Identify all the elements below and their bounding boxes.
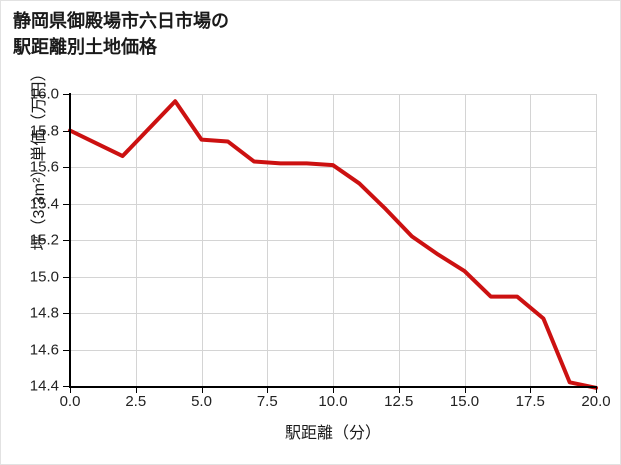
y-tick-mark (63, 203, 69, 205)
page-title: 静岡県御殿場市六日市場の 駅距離別土地価格 (13, 11, 229, 57)
gridline-vertical (464, 94, 466, 386)
line-series-svg (68, 99, 598, 390)
x-tick-label: 12.5 (384, 393, 414, 410)
gridline-vertical (267, 94, 269, 386)
y-tick-mark (63, 240, 69, 241)
x-tick-label: 20.0 (581, 393, 611, 410)
gridline-vertical (135, 94, 137, 386)
y-axis-label: 坪（3.3m²）単価（万円） (31, 65, 48, 251)
y-tick-label: 14.6 (29, 341, 59, 358)
y-tick-mark (63, 313, 69, 314)
gridline-vertical (596, 94, 597, 386)
x-tick-mark (464, 388, 466, 393)
x-tick-label: 17.5 (515, 393, 545, 410)
x-tick-mark (596, 388, 597, 393)
x-tick-mark (201, 388, 203, 393)
y-tick-label: 15.0 (29, 268, 59, 285)
x-tick-mark (135, 388, 137, 393)
x-tick-mark (530, 388, 532, 393)
x-axis-label: 駅距離（分） (284, 425, 381, 442)
y-tick-label: 14.4 (29, 377, 59, 395)
y-axis-spine (69, 93, 71, 387)
gridline-vertical (201, 94, 203, 386)
x-axis-spine (69, 386, 597, 388)
y-tick-mark (63, 167, 69, 168)
y-tick-mark (63, 94, 69, 95)
y-tick-label: 15.8 (29, 122, 59, 139)
y-tick-mark (63, 130, 69, 132)
price-line-series (68, 99, 598, 390)
x-tick-label: 5.0 (191, 393, 212, 410)
x-tick-label: 0.0 (59, 393, 81, 410)
x-tick-label: 7.5 (256, 393, 278, 410)
x-tick-mark (398, 388, 400, 393)
plot-area (68, 94, 598, 390)
x-tick-label: 15.0 (449, 393, 480, 410)
x-tick-mark (70, 388, 71, 393)
x-tick-label: 10.0 (318, 393, 348, 410)
x-tick-mark (267, 388, 269, 393)
y-axis-label-wrapper: 坪（3.3m²）単価（万円） (25, 12, 49, 304)
y-tick-label: 15.6 (29, 158, 59, 176)
gridline-vertical (333, 94, 334, 386)
y-tick-label: 16.0 (29, 85, 59, 103)
y-tick-mark (63, 276, 69, 278)
y-tick-label: 15.2 (29, 231, 59, 249)
x-tick-mark (333, 388, 334, 393)
gridline-vertical (398, 94, 400, 386)
y-tick-label: 14.8 (29, 304, 59, 322)
y-tick-mark (63, 349, 69, 351)
x-tick-label: 2.5 (125, 393, 147, 410)
gridline-vertical (530, 94, 532, 386)
y-tick-mark (63, 386, 69, 387)
y-tick-label: 15.4 (29, 195, 59, 212)
